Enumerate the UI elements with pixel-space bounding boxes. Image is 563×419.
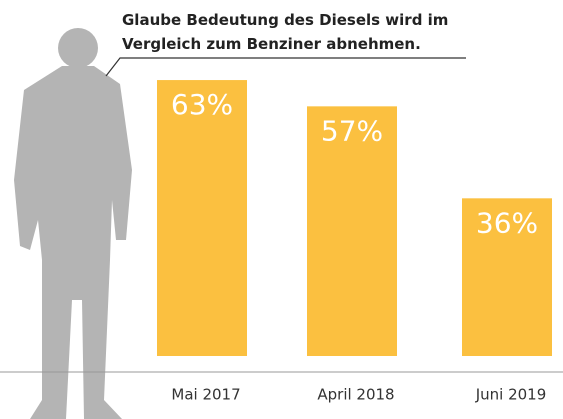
chart-title: Glaube Bedeutung des Diesels wird im Ver… (122, 8, 462, 56)
x-tick-label: Mai 2017 (171, 386, 240, 404)
page: 63% Mai 2017 57% April 2018 36% Juni 2019 Gla… (0, 0, 563, 419)
x-tick-label: April 2018 (317, 386, 394, 404)
value-label: 36% (476, 206, 538, 239)
title-pointer (106, 58, 466, 76)
value-label: 63% (171, 88, 233, 121)
chart: 63% Mai 2017 57% April 2018 36% Juni 2019 (0, 0, 563, 419)
x-tick-label: Juni 2019 (475, 386, 547, 404)
bar (157, 80, 247, 356)
person-silhouette (14, 28, 132, 419)
value-label: 57% (321, 114, 383, 147)
